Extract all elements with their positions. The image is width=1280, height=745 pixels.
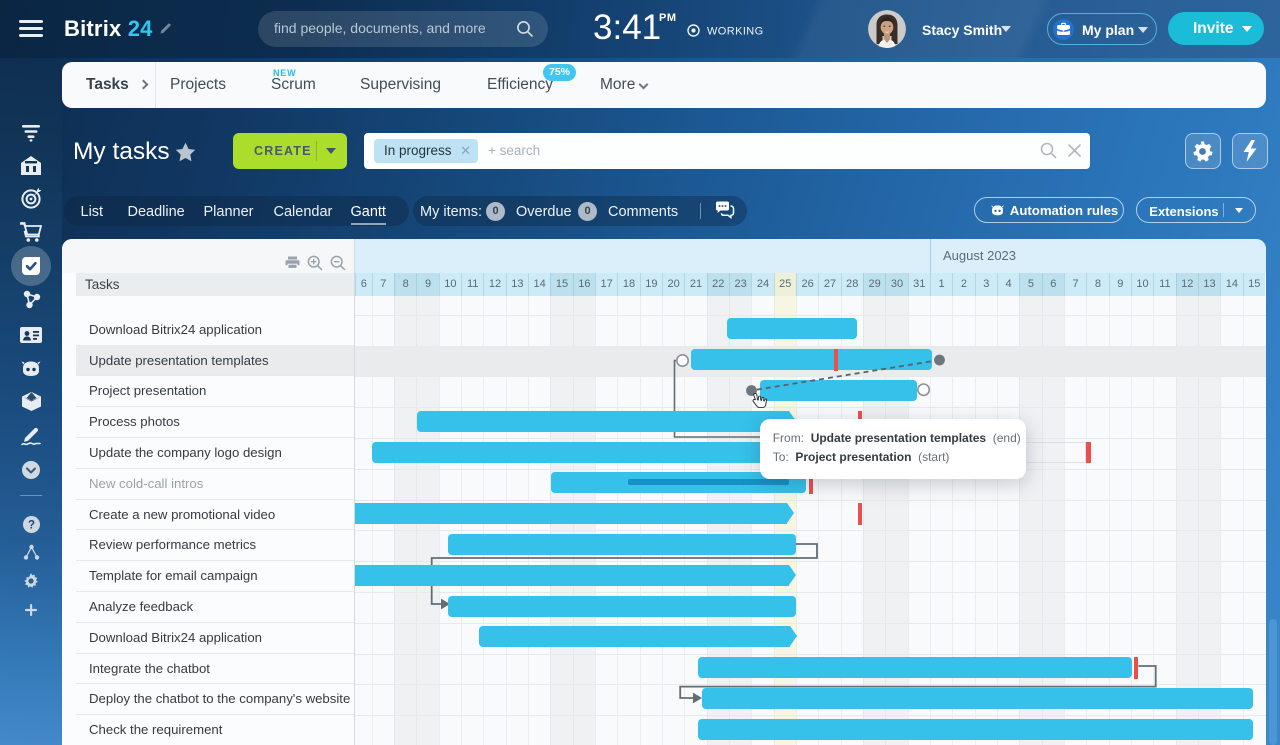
svg-text:?: ?: [27, 520, 34, 532]
